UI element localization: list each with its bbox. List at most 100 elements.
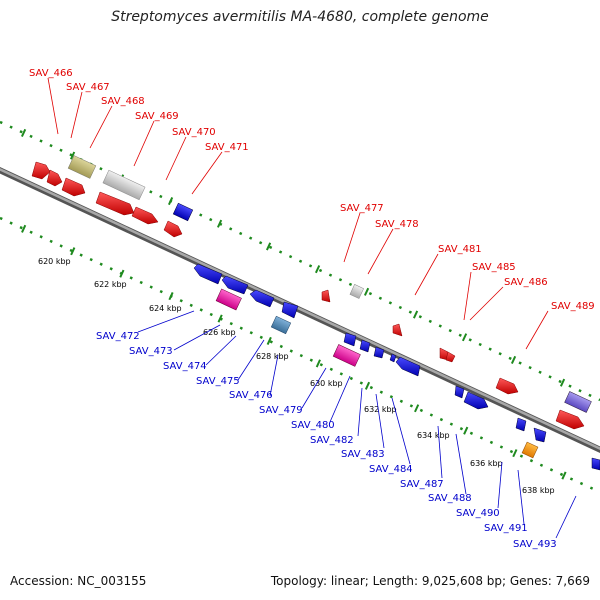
track-tick [167,196,174,206]
gene-arrow[interactable] [555,409,585,430]
gene-label[interactable]: SAV_473 [129,346,173,357]
top-gene-labels: SAV_466 SAV_467 SAV_468 SAV_469 SAV_470 … [29,68,595,312]
gene-box[interactable] [564,391,592,413]
track-tick [119,269,125,278]
kbp-label: 632 kbp [364,405,397,414]
map-title: Streptomyces avermitilis MA-4680, comple… [111,9,489,25]
gene-label[interactable]: SAV_471 [205,142,249,153]
kbp-label: 622 kbp [94,280,127,289]
track-tick [561,471,567,480]
gene-label[interactable]: SAV_477 [340,203,384,214]
kbp-label: 620 kbp [38,257,71,266]
gene-arrow[interactable] [61,177,86,197]
gene-box[interactable] [270,315,292,335]
gene-box[interactable] [349,284,364,299]
gene-label[interactable]: SAV_470 [172,127,216,138]
gene-arrow[interactable] [95,191,135,216]
track-tick [414,404,420,413]
kbp-label: 638 kbp [522,486,555,495]
gene-arrow[interactable] [463,391,489,410]
gene-features [31,155,600,471]
gene-arrow[interactable] [392,323,403,337]
gene-arrow[interactable] [193,263,223,285]
gene-label[interactable]: SAV_481 [438,244,482,255]
accession-text: Accession: NC_003155 [10,574,147,588]
kbp-label: 626 kbp [203,328,236,337]
gene-arrow[interactable] [373,346,385,359]
gene-label[interactable]: SAV_474 [163,361,207,372]
track-tick [559,378,566,387]
gene-box[interactable] [521,441,539,459]
kbp-label: 624 kbp [149,304,182,313]
gene-arrow[interactable] [591,457,600,471]
kbp-scale: 620 kbp 622 kbp 624 kbp 626 kbp 628 kbp … [38,257,555,495]
track-tick [315,359,321,368]
gene-label[interactable]: SAV_472 [96,331,140,342]
track-tick [314,265,321,274]
gene-arrow[interactable] [249,289,275,308]
gene-label[interactable]: SAV_468 [101,96,145,107]
track-tick [217,314,223,323]
gene-label[interactable]: SAV_488 [428,493,472,504]
gene-arrow[interactable] [515,417,527,432]
gene-box[interactable] [215,288,242,311]
track-tick [412,310,419,319]
gene-label[interactable]: SAV_480 [291,420,335,431]
gene-label[interactable]: SAV_467 [66,82,110,93]
gene-label[interactable]: SAV_476 [229,390,273,401]
track-tick [69,151,76,160]
gene-arrow[interactable] [46,169,63,187]
track-tick [463,426,469,435]
gene-label[interactable]: SAV_485 [472,262,516,273]
gene-label[interactable]: SAV_489 [551,301,595,312]
gene-box[interactable] [67,155,97,179]
gene-arrow[interactable] [31,161,51,180]
gene-arrow[interactable] [163,220,183,238]
gene-arrow[interactable] [395,356,421,377]
bottom-gene-labels: SAV_472 SAV_473 SAV_474 SAV_475 SAV_476 … [96,331,557,550]
gene-label[interactable]: SAV_478 [375,219,419,230]
genome-backbone [0,167,600,453]
gene-box[interactable] [102,169,146,201]
gene-arrow[interactable] [454,385,465,399]
gene-label[interactable]: SAV_490 [456,508,500,519]
track-tick [265,242,272,251]
track-tick [512,449,518,458]
upper-dotted-track [0,120,600,402]
track-tick [70,247,76,256]
gene-label[interactable]: SAV_483 [341,449,385,460]
gene-arrow[interactable] [131,206,159,225]
gene-label[interactable]: SAV_482 [310,435,354,446]
gene-arrow[interactable] [343,332,357,347]
gene-label[interactable]: SAV_487 [400,479,444,490]
gene-arrow[interactable] [533,427,547,443]
gene-label[interactable]: SAV_491 [484,523,528,534]
gene-label[interactable]: SAV_486 [504,277,548,288]
track-tick [21,224,27,233]
gene-arrow[interactable] [221,275,249,295]
gene-arrow[interactable] [495,377,519,395]
track-tick [216,219,223,228]
track-tick [21,128,27,137]
kbp-label: 634 kbp [417,431,450,440]
gene-label[interactable]: SAV_493 [513,539,557,550]
gene-label[interactable]: SAV_484 [369,464,413,475]
gene-label[interactable]: SAV_479 [259,405,303,416]
kbp-label: 628 kbp [256,352,289,361]
gene-label[interactable]: SAV_466 [29,68,73,79]
gene-label[interactable]: SAV_469 [135,111,179,122]
gene-box[interactable] [172,202,194,222]
gene-arrow[interactable] [389,353,397,363]
kbp-label: 630 kbp [310,379,343,388]
bottom-callout-lines [137,310,577,539]
gene-arrow[interactable] [445,351,456,363]
genome-summary-text: Topology: linear; Length: 9,025,608 bp; … [270,574,590,588]
gene-box[interactable] [332,344,361,367]
gene-label[interactable]: SAV_475 [196,376,240,387]
track-tick [461,333,468,342]
gene-arrow[interactable] [321,289,331,303]
gene-arrow[interactable] [359,339,371,353]
lower-dotted-track [0,216,600,494]
gene-arrow[interactable] [281,301,299,319]
